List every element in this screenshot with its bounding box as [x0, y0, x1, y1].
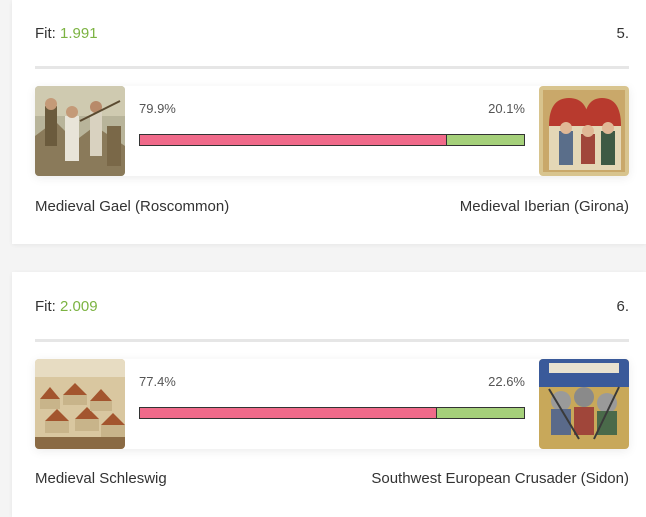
comparison-panel: 79.9% 20.1% [35, 86, 629, 176]
ancestry-bar [139, 407, 525, 419]
ancestry-bar [139, 134, 525, 146]
population-image-left[interactable] [35, 86, 125, 176]
primary-share-segment [140, 408, 438, 418]
medieval-iberian-manuscript [539, 86, 629, 176]
right-percentage: 22.6% [488, 374, 525, 389]
rank-number: 6. [616, 297, 629, 315]
population-image-right[interactable] [539, 359, 629, 449]
left-population-name[interactable]: Medieval Gael (Roscommon) [35, 197, 230, 215]
fit-label: Fit: [35, 24, 56, 42]
right-population-name[interactable]: Southwest European Crusader (Sidon) [371, 469, 629, 487]
fit-value: 1.991 [60, 24, 98, 42]
right-percentage: 20.1% [488, 101, 525, 116]
rank-number: 5. [616, 24, 629, 42]
medieval-gael-painting [35, 86, 125, 176]
primary-share-segment [140, 135, 447, 145]
left-percentage: 77.4% [139, 374, 176, 389]
divider [35, 66, 629, 69]
comparison-panel: 77.4% 22.6% [35, 359, 629, 449]
fit-score: Fit: 2.009 [35, 298, 98, 315]
crusader-battle-manuscript [539, 359, 629, 449]
fit-label: Fit: [35, 297, 56, 315]
result-card: Fit: 1.991 5. 79.9% 20.1% [12, 0, 646, 244]
population-image-left[interactable] [35, 359, 125, 449]
secondary-share-segment [437, 408, 524, 418]
divider [35, 339, 629, 342]
left-population-name[interactable]: Medieval Schleswig [35, 469, 167, 487]
population-names: Medieval Schleswig Southwest European Cr… [35, 467, 629, 489]
fit-score: Fit: 1.991 [35, 25, 98, 42]
left-percentage: 79.9% [139, 101, 176, 116]
fit-row: Fit: 2.009 6. [35, 294, 629, 318]
fit-value: 2.009 [60, 297, 98, 315]
secondary-share-segment [446, 135, 524, 145]
fit-row: Fit: 1.991 5. [35, 21, 629, 45]
right-population-name[interactable]: Medieval Iberian (Girona) [459, 197, 629, 215]
population-names: Medieval Gael (Roscommon) Medieval Iberi… [35, 195, 629, 217]
medieval-schleswig-town [35, 359, 125, 449]
population-image-right[interactable] [539, 86, 629, 176]
result-card: Fit: 2.009 6. [12, 272, 646, 517]
